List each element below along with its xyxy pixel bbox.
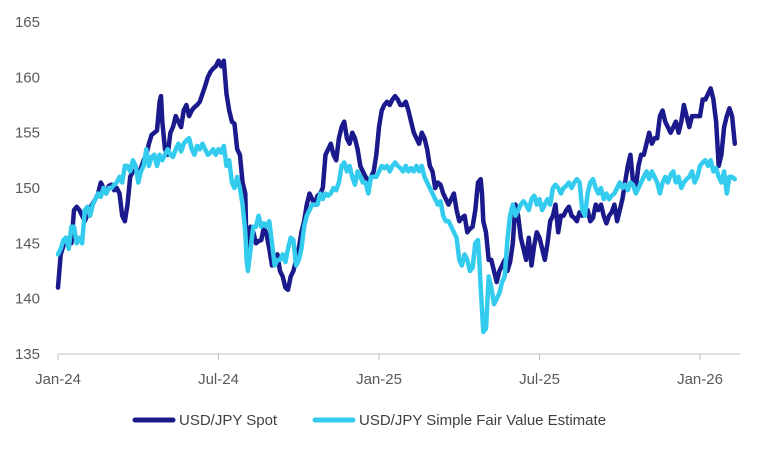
y-tick-label: 155 — [15, 125, 40, 142]
legend-label-fair-value: USD/JPY Simple Fair Value Estimate — [359, 412, 606, 429]
y-tick-label: 160 — [15, 69, 40, 86]
y-tick-label: 140 — [15, 291, 40, 308]
legend: USD/JPY Spot USD/JPY Simple Fair Value Es… — [132, 412, 606, 429]
y-tick-label: 145 — [15, 235, 40, 252]
series-line-fair-value — [55, 135, 738, 335]
x-tick-label: Jul-25 — [519, 371, 560, 388]
series-lines — [55, 58, 738, 335]
x-tick-label: Jan-26 — [677, 371, 723, 388]
y-tick-label: 165 — [15, 14, 40, 31]
x-tick-label: Jan-25 — [356, 371, 402, 388]
series-line-spot — [55, 58, 738, 293]
x-tick-label: Jul-24 — [198, 371, 239, 388]
x-axis-ticks: Jan-24 Jul-24 Jan-25 Jul-25 Jan-26 — [35, 354, 723, 388]
legend-label-spot: USD/JPY Spot — [179, 412, 278, 429]
x-tick-label: Jan-24 — [35, 371, 81, 388]
y-tick-label: 135 — [15, 346, 40, 363]
y-tick-label: 150 — [15, 180, 40, 197]
y-axis-tick-labels: 135 140 145 150 155 160 165 — [15, 14, 40, 363]
